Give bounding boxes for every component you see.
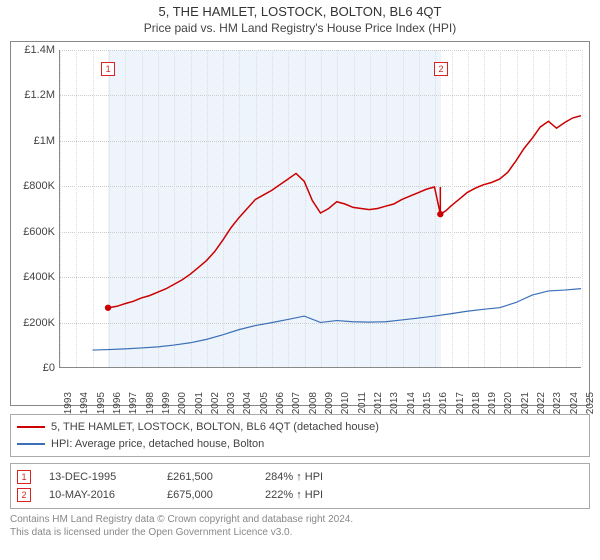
x-axis-label: 2025 <box>585 392 596 422</box>
y-axis-label: £200K <box>11 317 55 329</box>
event-row: 1 13-DEC-1995 £261,500 284% ↑ HPI <box>17 468 583 486</box>
x-axis-label: 2000 <box>177 392 188 422</box>
event-marker-2: 2 <box>434 62 448 76</box>
x-axis-label: 2020 <box>503 392 514 422</box>
legend-item: HPI: Average price, detached house, Bolt… <box>17 436 583 453</box>
x-axis-label: 2005 <box>259 392 270 422</box>
chart-subtitle: Price paid vs. HM Land Registry's House … <box>10 21 590 35</box>
event-marker-1: 1 <box>101 62 115 76</box>
footnote: Contains HM Land Registry data © Crown c… <box>10 513 590 539</box>
x-axis-label: 2011 <box>357 392 368 422</box>
x-axis-label: 1997 <box>128 392 139 422</box>
event-change: 222% ↑ HPI <box>265 489 375 501</box>
y-axis-label: £1M <box>11 135 55 147</box>
legend-swatch <box>17 443 45 445</box>
x-axis-label: 2015 <box>422 392 433 422</box>
x-axis-label: 1999 <box>161 392 172 422</box>
legend-label: HPI: Average price, detached house, Bolt… <box>51 436 264 453</box>
event-row: 2 10-MAY-2016 £675,000 222% ↑ HPI <box>17 486 583 504</box>
events-table: 1 13-DEC-1995 £261,500 284% ↑ HPI 2 10-MAY-20… <box>10 463 590 509</box>
x-axis-label: 2012 <box>373 392 384 422</box>
y-axis-label: £1.2M <box>11 89 55 101</box>
y-axis-label: £800K <box>11 180 55 192</box>
y-axis-label: £600K <box>11 226 55 238</box>
event-price: £261,500 <box>167 471 247 483</box>
event-marker-icon: 1 <box>17 470 31 484</box>
plot-area: 12 <box>59 50 581 368</box>
series-hpi <box>93 289 581 350</box>
series-property <box>108 116 581 308</box>
x-axis-label: 2024 <box>569 392 580 422</box>
x-axis-label: 2004 <box>242 392 253 422</box>
x-axis-label: 2021 <box>520 392 531 422</box>
x-axis-label: 1998 <box>145 392 156 422</box>
y-axis-label: £1.4M <box>11 44 55 56</box>
footnote-line: Contains HM Land Registry data © Crown c… <box>10 513 590 526</box>
x-axis-label: 2008 <box>308 392 319 422</box>
event-price: £675,000 <box>167 489 247 501</box>
y-axis-label: £0 <box>11 362 55 374</box>
y-axis-label: £400K <box>11 271 55 283</box>
x-axis-label: 2009 <box>324 392 335 422</box>
event-date: 13-DEC-1995 <box>49 471 149 483</box>
x-axis-label: 2003 <box>226 392 237 422</box>
x-axis-label: 2010 <box>340 392 351 422</box>
x-axis-label: 2001 <box>194 392 205 422</box>
x-axis-label: 2022 <box>536 392 547 422</box>
x-axis-label: 1993 <box>63 392 74 422</box>
x-axis-label: 1995 <box>96 392 107 422</box>
x-axis-label: 2019 <box>487 392 498 422</box>
legend-swatch <box>17 426 45 428</box>
chart-area: 12 £0£200K£400K£600K£800K£1M£1.2M£1.4M19… <box>10 41 590 406</box>
x-axis-label: 1994 <box>79 392 90 422</box>
x-axis-label: 2007 <box>291 392 302 422</box>
x-axis-label: 2002 <box>210 392 221 422</box>
x-axis-label: 2014 <box>406 392 417 422</box>
footnote-line: This data is licensed under the Open Gov… <box>10 526 590 539</box>
x-axis-label: 2006 <box>275 392 286 422</box>
x-axis-label: 2013 <box>389 392 400 422</box>
event-date: 10-MAY-2016 <box>49 489 149 501</box>
event-change: 284% ↑ HPI <box>265 471 375 483</box>
x-axis-label: 2023 <box>552 392 563 422</box>
x-axis-label: 1996 <box>112 392 123 422</box>
x-axis-label: 2017 <box>455 392 466 422</box>
x-axis-label: 2016 <box>438 392 449 422</box>
x-axis-label: 2018 <box>471 392 482 422</box>
chart-title: 5, THE HAMLET, LOSTOCK, BOLTON, BL6 4QT <box>10 4 590 19</box>
event-marker-icon: 2 <box>17 488 31 502</box>
